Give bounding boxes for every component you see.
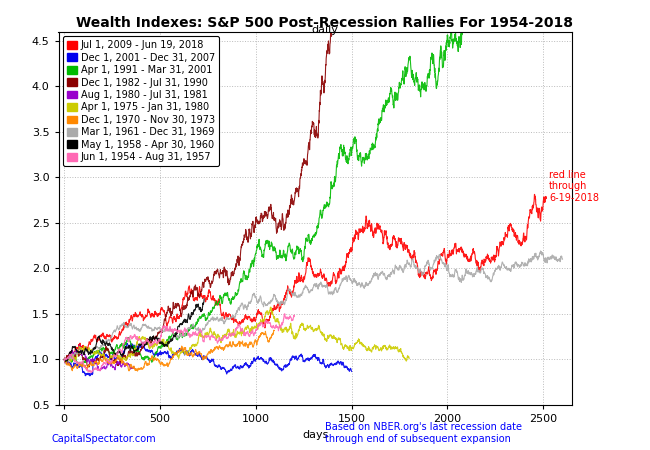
- Legend: Jul 1, 2009 - Jun 19, 2018, Dec 1, 2001 - Dec 31, 2007, Apr 1, 1991 - Mar 31, 20: Jul 1, 2009 - Jun 19, 2018, Dec 1, 2001 …: [63, 36, 219, 166]
- Text: Wealth Indexes: S&P 500 Post-Recession Rallies For 1954-2018: Wealth Indexes: S&P 500 Post-Recession R…: [77, 16, 573, 30]
- Text: red line
through
6-19-2018: red line through 6-19-2018: [549, 170, 599, 203]
- Text: daily: daily: [311, 25, 339, 35]
- Text: Based on NBER.org's last recession date
through end of subsequent expansion: Based on NBER.org's last recession date …: [325, 422, 522, 444]
- Text: CapitalSpectator.com: CapitalSpectator.com: [52, 434, 157, 444]
- X-axis label: days: days: [302, 430, 328, 440]
